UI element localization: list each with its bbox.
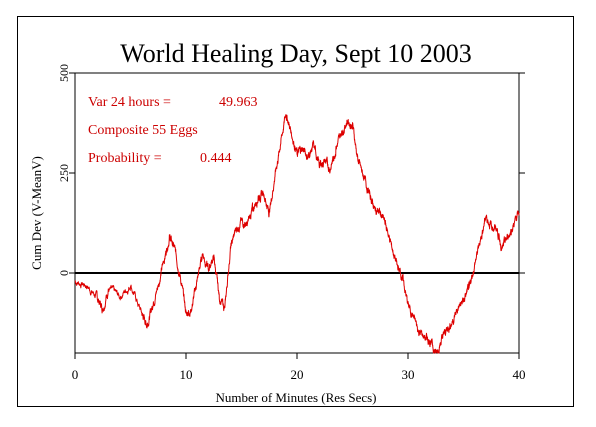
y-axis-label: Cum Dev (V-MeanV)	[29, 156, 44, 270]
x-axis-label: Number of Minutes (Res Secs)	[215, 390, 376, 405]
x-tick-label: 30	[402, 367, 415, 382]
tick-labels: 0 10 20 30 40 0 250 500	[57, 64, 526, 382]
y-tick-label: 500	[57, 64, 71, 82]
axis-ticks	[69, 72, 525, 359]
y-tick-label: 0	[57, 270, 71, 276]
variance-label: Var 24 hours =	[88, 95, 171, 110]
x-tick-label: 20	[291, 367, 304, 382]
x-tick-label: 0	[72, 367, 79, 382]
chart-frame	[17, 16, 574, 407]
chart-title: World Healing Day, Sept 10 2003	[120, 39, 472, 68]
probability-label: Probability =	[88, 151, 162, 166]
variance-value: 49.963	[219, 95, 258, 110]
eggs-label: Composite 55 Eggs	[88, 123, 198, 138]
x-tick-label: 10	[180, 367, 193, 382]
probability-value: 0.444	[200, 151, 232, 166]
y-tick-label: 250	[57, 164, 71, 182]
series-line	[74, 114, 520, 354]
x-tick-label: 40	[513, 367, 526, 382]
